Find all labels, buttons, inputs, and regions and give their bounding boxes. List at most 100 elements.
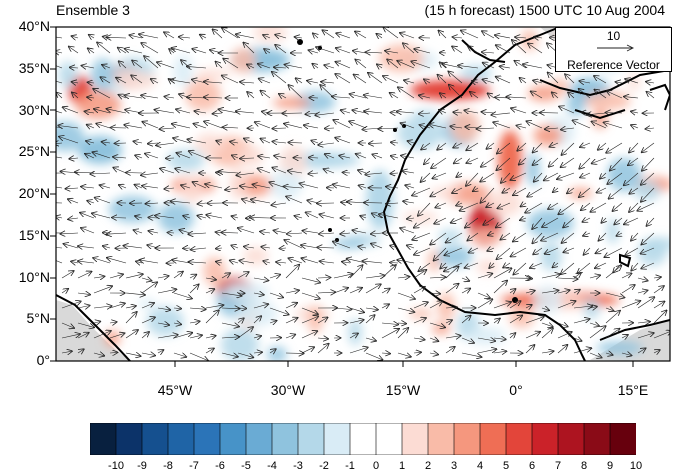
colorbar-tick-label: 8: [572, 460, 596, 472]
anomaly-blob: [58, 61, 77, 88]
lat-tick-label: 20°N: [0, 185, 50, 201]
colorbar-tick-label: 5: [494, 460, 518, 472]
lat-tick-label: 15°N: [0, 227, 50, 243]
anomaly-blob: [221, 328, 259, 362]
colorbar-tick-label: -9: [130, 460, 154, 472]
colorbar-tick-label: -7: [182, 460, 206, 472]
colorbar-tick-label: 1: [390, 460, 414, 472]
anomaly-blob: [470, 228, 503, 246]
anomaly-blob: [527, 209, 574, 238]
reference-vector-magnitude: 10: [556, 29, 671, 43]
colorbar-swatch: [610, 423, 636, 455]
colorbar-tick-label: -8: [156, 460, 180, 472]
colorbar-swatch: [298, 423, 324, 455]
anomaly-blob: [584, 298, 600, 319]
colorbar-swatch: [194, 423, 220, 455]
anomaly-blob: [167, 149, 205, 170]
anomaly-blob: [477, 259, 499, 275]
colorbar-tick-label: 7: [546, 460, 570, 472]
colorbar-swatch: [116, 423, 142, 455]
lat-tick-label: 35°N: [0, 60, 50, 76]
colorbar-tick-label: -3: [286, 460, 310, 472]
colorbar-tick-label: -4: [260, 460, 284, 472]
anomaly-blob: [432, 323, 451, 334]
anomaly-blob: [243, 247, 268, 266]
anomaly-blob: [203, 257, 226, 287]
colorbar-tick-label: 0: [364, 460, 388, 472]
anomaly-blob: [78, 136, 122, 164]
azores-island: [297, 39, 303, 45]
anomaly-blob: [147, 307, 184, 337]
anomaly-blob: [185, 79, 221, 111]
colorbar-swatch: [454, 423, 480, 455]
anomaly-blob: [450, 110, 480, 143]
anomaly-blob: [526, 153, 540, 187]
anomaly-blob: [596, 341, 643, 354]
anomaly-blob: [273, 97, 311, 108]
colorbar: [90, 423, 636, 455]
colorbar-tick-label: 3: [442, 460, 466, 472]
colorbar-swatch: [428, 423, 454, 455]
cape-verde-island: [335, 238, 339, 242]
colorbar-tick-label: -1: [338, 460, 362, 472]
colorbar-swatch: [350, 423, 376, 455]
cape-verde-island: [328, 228, 332, 232]
anomaly-blob: [379, 44, 424, 72]
colorbar-swatch: [246, 423, 272, 455]
lat-tick-label: 25°N: [0, 143, 50, 159]
anomaly-blob: [533, 125, 562, 146]
anomaly-blob: [138, 299, 156, 309]
colorbar-swatch: [506, 423, 532, 455]
reference-arrow-icon: [596, 42, 636, 54]
anomaly-blob: [429, 188, 461, 199]
lat-tick-label: 5°N: [0, 310, 50, 326]
anomaly-blob: [76, 90, 121, 119]
anomaly-blob: [437, 245, 473, 267]
colorbar-swatch: [558, 423, 584, 455]
anomaly-blob: [593, 109, 607, 129]
canary-island: [393, 128, 397, 132]
anomaly-blob: [366, 170, 394, 230]
colorbar-swatch: [90, 423, 116, 455]
anomaly-blob: [195, 133, 224, 155]
lon-tick-label: 45°W: [150, 382, 200, 398]
colorbar-tick-label: 6: [520, 460, 544, 472]
anomaly-blob: [509, 307, 534, 328]
colorbar-swatch: [402, 423, 428, 455]
anomaly-blob: [540, 242, 562, 271]
lat-tick-label: 40°N: [0, 18, 50, 34]
colorbar-tick-label: 9: [598, 460, 622, 472]
anomaly-blob: [225, 283, 270, 301]
colorbar-tick-label: -2: [312, 460, 336, 472]
colorbar-swatch: [272, 423, 298, 455]
bioko-island: [512, 297, 518, 303]
colorbar-tick-label: -10: [104, 460, 128, 472]
colorbar-tick-label: 2: [416, 460, 440, 472]
lon-tick-label: 0°: [491, 382, 541, 398]
anomaly-blob: [47, 121, 85, 151]
anomaly-blob: [109, 196, 156, 223]
lat-tick-label: 30°N: [0, 102, 50, 118]
colorbar-tick-label: -5: [234, 460, 258, 472]
anomaly-blob: [182, 175, 202, 204]
colorbar-swatch: [142, 423, 168, 455]
anomaly-blob: [230, 169, 247, 199]
colorbar-swatch: [480, 423, 506, 455]
anomaly-blob: [634, 180, 660, 200]
colorbar-tick-label: 10: [624, 460, 648, 472]
colorbar-swatch: [532, 423, 558, 455]
colorbar-swatch: [584, 423, 610, 455]
colorbar-swatch: [168, 423, 194, 455]
colorbar-swatch: [220, 423, 246, 455]
reference-vector-box: 10 Reference Vector: [555, 27, 672, 72]
anomaly-blob: [91, 58, 115, 91]
anomaly-blob: [253, 23, 287, 42]
colorbar-swatch: [376, 423, 402, 455]
reference-vector-label: Reference Vector: [556, 58, 671, 72]
anomaly-blob: [270, 170, 303, 199]
colorbar-swatch: [324, 423, 350, 455]
anomaly-blob: [267, 347, 287, 363]
colorbar-tick-label: 4: [468, 460, 492, 472]
anomaly-blob: [534, 286, 562, 314]
lat-tick-label: 0°: [0, 352, 50, 368]
